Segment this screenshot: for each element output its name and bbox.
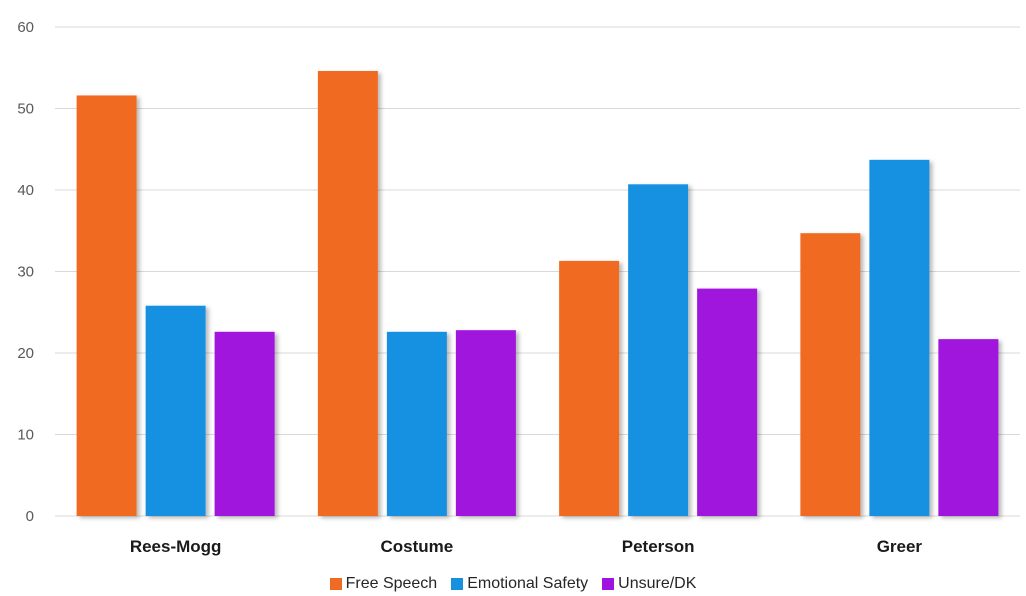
legend-label: Free Speech (345, 575, 438, 592)
y-tick-label: 20 (17, 345, 34, 362)
bar-rees-mogg-unsure-dk (214, 331, 275, 516)
legend-swatch (602, 578, 615, 590)
bar-rees-mogg-free-speech (76, 95, 137, 517)
category-label: Rees-Mogg (130, 537, 222, 556)
legend-label: Emotional Safety (467, 575, 589, 592)
category-label: Greer (877, 537, 923, 556)
y-axis-tick-labels: 0 10 20 30 40 50 60 (17, 19, 34, 525)
bar-costume-emotional-safety (386, 331, 447, 516)
y-tick-label: 10 (17, 427, 34, 444)
y-tick-label: 0 (26, 508, 34, 525)
bar-costume-unsure-dk (455, 330, 516, 516)
category-label: Peterson (622, 537, 695, 556)
bar-greer-emotional-safety (869, 159, 930, 516)
bar-peterson-emotional-safety (628, 184, 689, 517)
y-tick-label: 60 (17, 19, 34, 36)
bar-greer-unsure-dk (938, 339, 999, 516)
bar-rees-mogg-emotional-safety (145, 305, 206, 516)
bar-peterson-unsure-dk (697, 288, 758, 516)
bar-greer-free-speech (800, 233, 861, 516)
legend-label: Unsure/DK (618, 575, 697, 592)
bar-peterson-free-speech (559, 260, 620, 516)
legend-item: Free Speech (329, 575, 438, 593)
bars (76, 71, 999, 517)
bar-chart: 0 10 20 30 40 50 60 Rees-Mogg Costume Peterson Gr… (17, 19, 1020, 556)
y-tick-label: 50 (17, 101, 34, 118)
legend-item: Unsure/DK (602, 575, 696, 593)
bar-costume-free-speech (317, 71, 378, 516)
x-axis-category-labels: Rees-Mogg Costume Peterson Greer (130, 537, 923, 556)
legend-swatch (329, 578, 342, 590)
category-label: Costume (381, 537, 454, 556)
y-tick-label: 40 (17, 182, 34, 199)
legend-swatch (451, 578, 464, 590)
legend: Free Speech Emotional Safety Unsure/DK (0, 572, 1026, 596)
y-tick-label: 30 (17, 264, 34, 281)
legend-item: Emotional Safety (451, 575, 588, 593)
